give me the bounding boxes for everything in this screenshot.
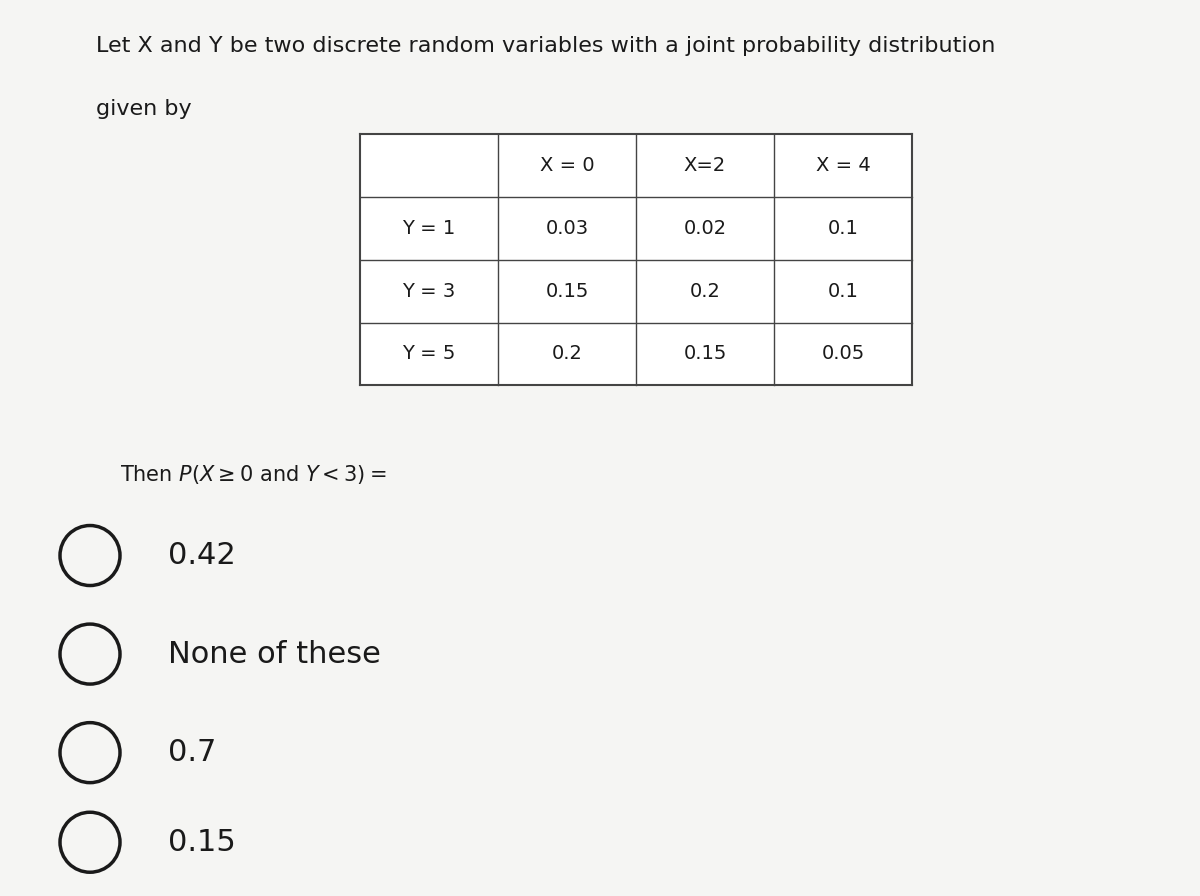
Text: 0.02: 0.02 xyxy=(684,219,726,238)
Text: Let X and Y be two discrete random variables with a joint probability distributi: Let X and Y be two discrete random varia… xyxy=(96,36,995,56)
Text: 0.1: 0.1 xyxy=(828,219,858,238)
Text: Y = 1: Y = 1 xyxy=(402,219,456,238)
Text: 0.15: 0.15 xyxy=(168,828,235,857)
Text: X = 4: X = 4 xyxy=(816,156,870,176)
Text: X = 0: X = 0 xyxy=(540,156,594,176)
Text: 0.03: 0.03 xyxy=(546,219,588,238)
Text: given by: given by xyxy=(96,99,192,118)
Text: 0.05: 0.05 xyxy=(821,344,865,364)
Text: 0.15: 0.15 xyxy=(545,281,589,301)
Text: X=2: X=2 xyxy=(684,156,726,176)
Text: None of these: None of these xyxy=(168,640,380,668)
Text: Then $P(X \geq 0$ and $Y < 3) =$: Then $P(X \geq 0$ and $Y < 3) =$ xyxy=(120,463,386,487)
Text: 0.7: 0.7 xyxy=(168,738,216,767)
Text: 0.2: 0.2 xyxy=(552,344,582,364)
Text: 0.2: 0.2 xyxy=(690,281,720,301)
Text: Y = 3: Y = 3 xyxy=(402,281,456,301)
Text: 0.42: 0.42 xyxy=(168,541,235,570)
Text: 0.15: 0.15 xyxy=(683,344,727,364)
Text: 0.1: 0.1 xyxy=(828,281,858,301)
Text: Y = 5: Y = 5 xyxy=(402,344,456,364)
